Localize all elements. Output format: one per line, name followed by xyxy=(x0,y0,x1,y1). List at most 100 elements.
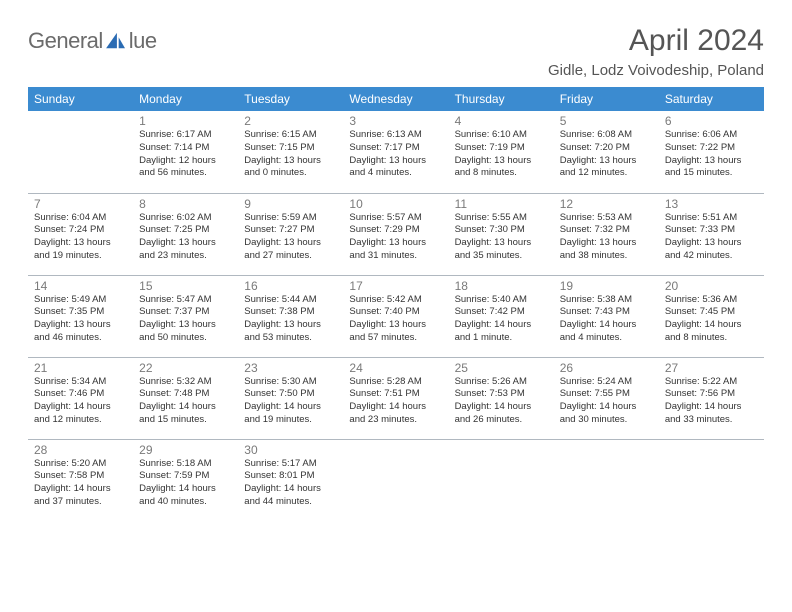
day-number: 20 xyxy=(665,279,758,293)
daylight: Daylight: 14 hours and 37 minutes. xyxy=(34,483,127,509)
day-number: 6 xyxy=(665,114,758,128)
sunrise: Sunrise: 5:18 AM xyxy=(139,458,232,471)
calendar-cell: 22Sunrise: 5:32 AMSunset: 7:48 PMDayligh… xyxy=(133,357,238,439)
sunset: Sunset: 7:37 PM xyxy=(139,306,232,319)
day-info: Sunrise: 5:22 AMSunset: 7:56 PMDaylight:… xyxy=(665,376,758,427)
sunset: Sunset: 7:19 PM xyxy=(455,142,548,155)
day-info: Sunrise: 5:32 AMSunset: 7:48 PMDaylight:… xyxy=(139,376,232,427)
weekday-header: Sunday xyxy=(28,87,133,111)
calendar-cell xyxy=(659,439,764,521)
daylight: Daylight: 14 hours and 4 minutes. xyxy=(560,319,653,345)
sunrise: Sunrise: 5:40 AM xyxy=(455,294,548,307)
day-number: 23 xyxy=(244,361,337,375)
sunset: Sunset: 7:50 PM xyxy=(244,388,337,401)
day-info: Sunrise: 6:06 AMSunset: 7:22 PMDaylight:… xyxy=(665,129,758,180)
calendar-row: 7Sunrise: 6:04 AMSunset: 7:24 PMDaylight… xyxy=(28,193,764,275)
sunset: Sunset: 7:14 PM xyxy=(139,142,232,155)
day-info: Sunrise: 5:53 AMSunset: 7:32 PMDaylight:… xyxy=(560,212,653,263)
calendar-row: 21Sunrise: 5:34 AMSunset: 7:46 PMDayligh… xyxy=(28,357,764,439)
sunset: Sunset: 7:51 PM xyxy=(349,388,442,401)
sunrise: Sunrise: 5:24 AM xyxy=(560,376,653,389)
day-number: 29 xyxy=(139,443,232,457)
sunset: Sunset: 7:45 PM xyxy=(665,306,758,319)
weekday-header: Monday xyxy=(133,87,238,111)
sunrise: Sunrise: 5:53 AM xyxy=(560,212,653,225)
calendar-cell: 1Sunrise: 6:17 AMSunset: 7:14 PMDaylight… xyxy=(133,111,238,193)
calendar-cell: 12Sunrise: 5:53 AMSunset: 7:32 PMDayligh… xyxy=(554,193,659,275)
day-number: 11 xyxy=(455,197,548,211)
calendar-cell: 5Sunrise: 6:08 AMSunset: 7:20 PMDaylight… xyxy=(554,111,659,193)
day-info: Sunrise: 5:42 AMSunset: 7:40 PMDaylight:… xyxy=(349,294,442,345)
weekday-header: Tuesday xyxy=(238,87,343,111)
day-number: 13 xyxy=(665,197,758,211)
day-info: Sunrise: 5:44 AMSunset: 7:38 PMDaylight:… xyxy=(244,294,337,345)
sunrise: Sunrise: 5:22 AM xyxy=(665,376,758,389)
sunrise: Sunrise: 5:17 AM xyxy=(244,458,337,471)
sunrise: Sunrise: 6:10 AM xyxy=(455,129,548,142)
sunrise: Sunrise: 6:02 AM xyxy=(139,212,232,225)
daylight: Daylight: 12 hours and 56 minutes. xyxy=(139,155,232,181)
sunrise: Sunrise: 5:44 AM xyxy=(244,294,337,307)
sunrise: Sunrise: 6:13 AM xyxy=(349,129,442,142)
sunrise: Sunrise: 6:06 AM xyxy=(665,129,758,142)
sunset: Sunset: 7:15 PM xyxy=(244,142,337,155)
title-block: April 2024 Gidle, Lodz Voivodeship, Pola… xyxy=(548,24,764,79)
day-info: Sunrise: 5:51 AMSunset: 7:33 PMDaylight:… xyxy=(665,212,758,263)
daylight: Daylight: 13 hours and 12 minutes. xyxy=(560,155,653,181)
sunrise: Sunrise: 5:34 AM xyxy=(34,376,127,389)
calendar-cell: 15Sunrise: 5:47 AMSunset: 7:37 PMDayligh… xyxy=(133,275,238,357)
daylight: Daylight: 13 hours and 4 minutes. xyxy=(349,155,442,181)
day-number: 16 xyxy=(244,279,337,293)
sunset: Sunset: 7:20 PM xyxy=(560,142,653,155)
day-info: Sunrise: 5:24 AMSunset: 7:55 PMDaylight:… xyxy=(560,376,653,427)
calendar-cell: 27Sunrise: 5:22 AMSunset: 7:56 PMDayligh… xyxy=(659,357,764,439)
sunset: Sunset: 7:40 PM xyxy=(349,306,442,319)
day-number: 8 xyxy=(139,197,232,211)
sunrise: Sunrise: 5:26 AM xyxy=(455,376,548,389)
day-info: Sunrise: 5:18 AMSunset: 7:59 PMDaylight:… xyxy=(139,458,232,509)
sunrise: Sunrise: 5:28 AM xyxy=(349,376,442,389)
daylight: Daylight: 14 hours and 44 minutes. xyxy=(244,483,337,509)
day-number: 3 xyxy=(349,114,442,128)
daylight: Daylight: 14 hours and 23 minutes. xyxy=(349,401,442,427)
daylight: Daylight: 13 hours and 8 minutes. xyxy=(455,155,548,181)
day-info: Sunrise: 6:17 AMSunset: 7:14 PMDaylight:… xyxy=(139,129,232,180)
calendar-cell: 18Sunrise: 5:40 AMSunset: 7:42 PMDayligh… xyxy=(449,275,554,357)
calendar-row: 1Sunrise: 6:17 AMSunset: 7:14 PMDaylight… xyxy=(28,111,764,193)
sunrise: Sunrise: 6:08 AM xyxy=(560,129,653,142)
sunset: Sunset: 7:56 PM xyxy=(665,388,758,401)
sunset: Sunset: 7:53 PM xyxy=(455,388,548,401)
sunrise: Sunrise: 5:55 AM xyxy=(455,212,548,225)
weekday-header: Saturday xyxy=(659,87,764,111)
sunset: Sunset: 7:32 PM xyxy=(560,224,653,237)
daylight: Daylight: 14 hours and 15 minutes. xyxy=(139,401,232,427)
header: General lue April 2024 Gidle, Lodz Voivo… xyxy=(28,24,764,79)
sunset: Sunset: 7:30 PM xyxy=(455,224,548,237)
calendar-cell xyxy=(28,111,133,193)
calendar-cell: 7Sunrise: 6:04 AMSunset: 7:24 PMDaylight… xyxy=(28,193,133,275)
day-info: Sunrise: 6:02 AMSunset: 7:25 PMDaylight:… xyxy=(139,212,232,263)
logo: General lue xyxy=(28,28,157,54)
day-number: 30 xyxy=(244,443,337,457)
day-info: Sunrise: 5:17 AMSunset: 8:01 PMDaylight:… xyxy=(244,458,337,509)
location: Gidle, Lodz Voivodeship, Poland xyxy=(548,62,764,79)
daylight: Daylight: 13 hours and 46 minutes. xyxy=(34,319,127,345)
calendar-cell: 2Sunrise: 6:15 AMSunset: 7:15 PMDaylight… xyxy=(238,111,343,193)
daylight: Daylight: 13 hours and 15 minutes. xyxy=(665,155,758,181)
calendar-cell: 19Sunrise: 5:38 AMSunset: 7:43 PMDayligh… xyxy=(554,275,659,357)
day-number: 17 xyxy=(349,279,442,293)
day-number: 22 xyxy=(139,361,232,375)
sunrise: Sunrise: 6:15 AM xyxy=(244,129,337,142)
logo-text-right: lue xyxy=(129,28,157,54)
day-info: Sunrise: 5:47 AMSunset: 7:37 PMDaylight:… xyxy=(139,294,232,345)
daylight: Daylight: 13 hours and 31 minutes. xyxy=(349,237,442,263)
day-info: Sunrise: 5:30 AMSunset: 7:50 PMDaylight:… xyxy=(244,376,337,427)
sunrise: Sunrise: 5:42 AM xyxy=(349,294,442,307)
daylight: Daylight: 13 hours and 27 minutes. xyxy=(244,237,337,263)
sunset: Sunset: 7:22 PM xyxy=(665,142,758,155)
daylight: Daylight: 13 hours and 19 minutes. xyxy=(34,237,127,263)
day-number: 28 xyxy=(34,443,127,457)
day-info: Sunrise: 6:13 AMSunset: 7:17 PMDaylight:… xyxy=(349,129,442,180)
sunrise: Sunrise: 5:47 AM xyxy=(139,294,232,307)
day-number: 18 xyxy=(455,279,548,293)
